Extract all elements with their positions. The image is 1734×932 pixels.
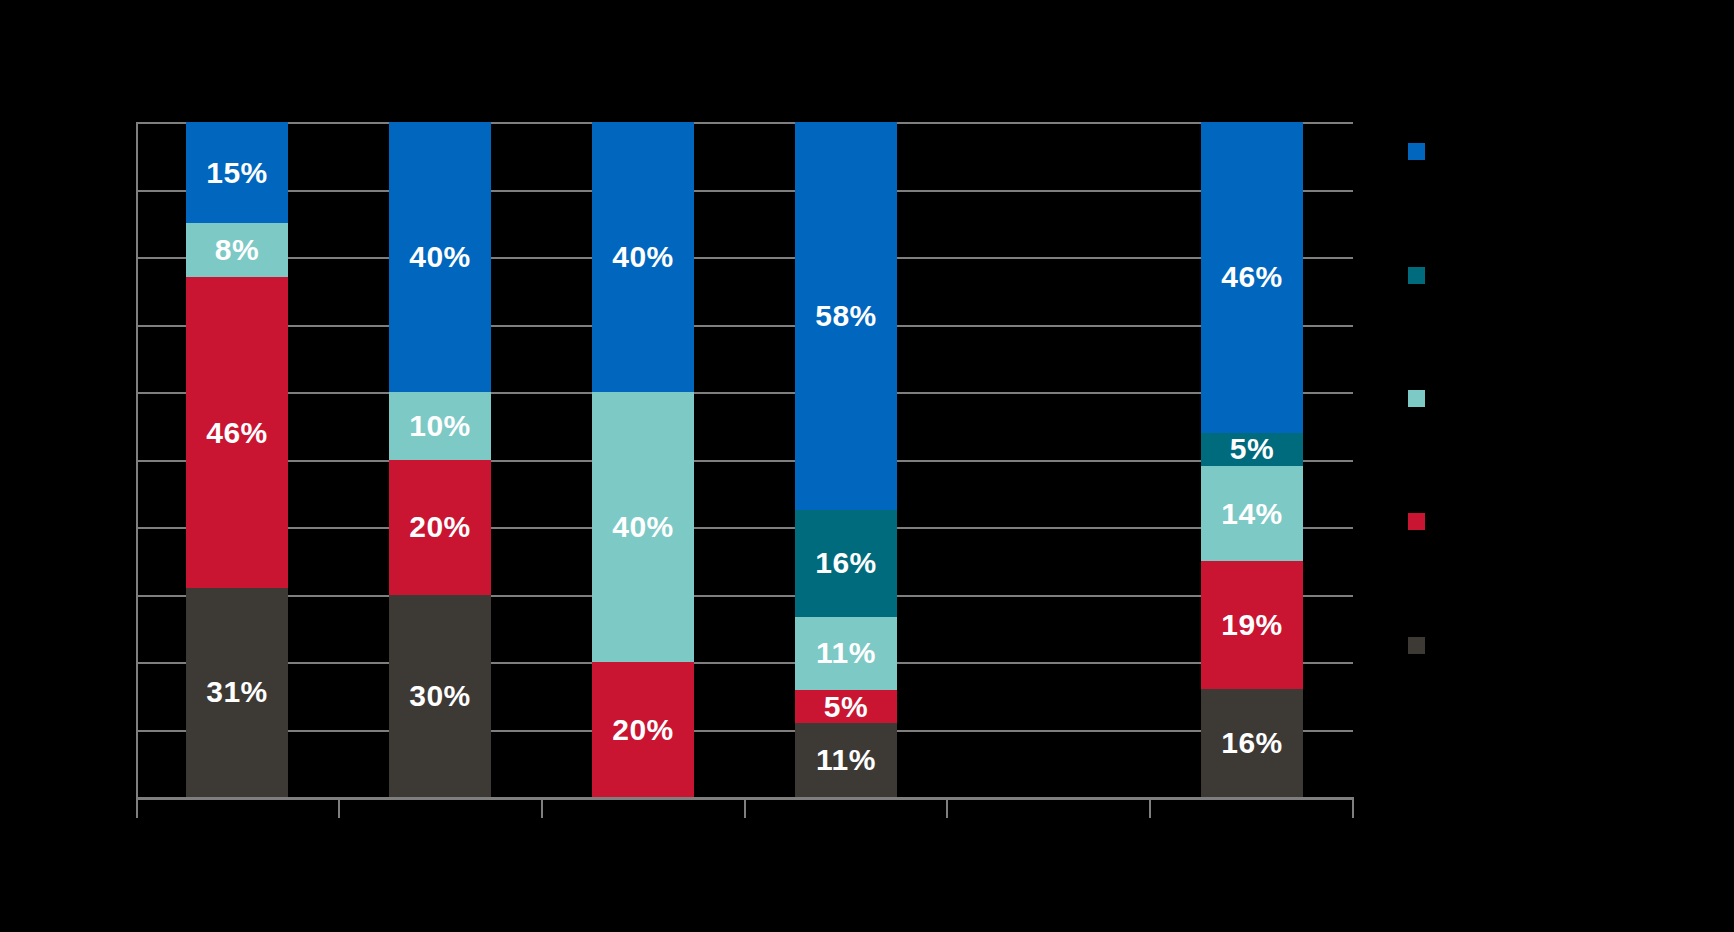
legend-item [1408,267,1435,284]
bar-segment-value-label: 30% [409,681,471,711]
gridline [136,325,1353,327]
legend-swatch-icon [1408,267,1425,284]
x-axis-tick [541,797,543,818]
bar-segment-value-label: 11% [816,638,876,668]
bar-segment-value-label: 20% [612,715,674,745]
bar-segment-value-label: 40% [612,512,674,542]
bar-segment-value-label: 15% [206,158,268,188]
bar-segment: 16% [1201,689,1303,797]
gridline [136,460,1353,462]
gridline [136,595,1353,597]
gridline [136,730,1353,732]
plot-area: 15% 8% 46% 31% 40% 10% 20% 30% 40% 40% 20% 58% 16% 11… [0,0,1734,932]
x-axis-tick [946,797,948,818]
y-axis-line [136,122,138,818]
bar-segment-value-label: 19% [1221,610,1283,640]
gridline [136,257,1353,259]
bar-segment-value-label: 40% [409,242,471,272]
x-axis-tick [1352,797,1354,818]
bar-segment-value-label: 31% [206,677,268,707]
bar-segment-value-label: 46% [1221,262,1283,292]
legend-swatch-icon [1408,390,1425,407]
bar-segment: 15% [186,122,288,223]
legend-swatch-icon [1408,513,1425,530]
bar-segment: 11% [795,617,897,691]
x-axis-tick [338,797,340,818]
bar-segment-value-label: 8% [215,235,259,265]
bar-segment-value-label: 16% [815,548,877,578]
legend-swatch-icon [1408,143,1425,160]
bar-segment-value-label: 10% [409,411,471,441]
bar-segment-value-label: 11% [816,745,876,775]
bar-segment: 40% [592,392,694,662]
bar-segment-value-label: 5% [1230,434,1274,464]
legend-item [1408,513,1435,530]
bar-segment-value-label: 14% [1221,499,1283,529]
bar-segment: 20% [592,662,694,797]
bar-segment: 19% [1201,561,1303,689]
legend-swatch-icon [1408,637,1425,654]
bar-segment: 30% [389,595,491,798]
bar-segment: 46% [1201,122,1303,433]
bar-segment: 14% [1201,466,1303,561]
bar-segment-value-label: 40% [612,242,674,272]
bar-segment: 46% [186,277,288,588]
bar-segment-value-label: 58% [815,301,877,331]
bar-segment-value-label: 46% [206,418,268,448]
gridline [136,392,1353,394]
legend-item [1408,390,1435,407]
bar-segment: 40% [592,122,694,392]
bar-segment: 5% [1201,433,1303,467]
bar-segment: 58% [795,122,897,510]
bar-segment-value-label: 5% [824,692,868,722]
gridline [136,662,1353,664]
legend-item [1408,637,1435,654]
bar-segment: 40% [389,122,491,392]
bar-segment: 10% [389,392,491,460]
bar-segment: 8% [186,223,288,277]
bar-segment: 5% [795,690,897,723]
legend-item [1408,143,1435,160]
gridline [136,527,1353,529]
bar-segment: 20% [389,460,491,595]
bar-segment-value-label: 16% [1221,728,1283,758]
stacked-bar-chart: 15% 8% 46% 31% 40% 10% 20% 30% 40% 40% 20% 58% 16% 11… [0,0,1734,932]
gridline [136,190,1353,192]
bar-segment: 11% [795,723,897,797]
bar-segment: 31% [186,588,288,797]
x-axis-tick [744,797,746,818]
bar-segment: 16% [795,510,897,617]
gridline [136,122,1353,124]
x-axis-tick [1149,797,1151,818]
bar-segment-value-label: 20% [409,512,471,542]
